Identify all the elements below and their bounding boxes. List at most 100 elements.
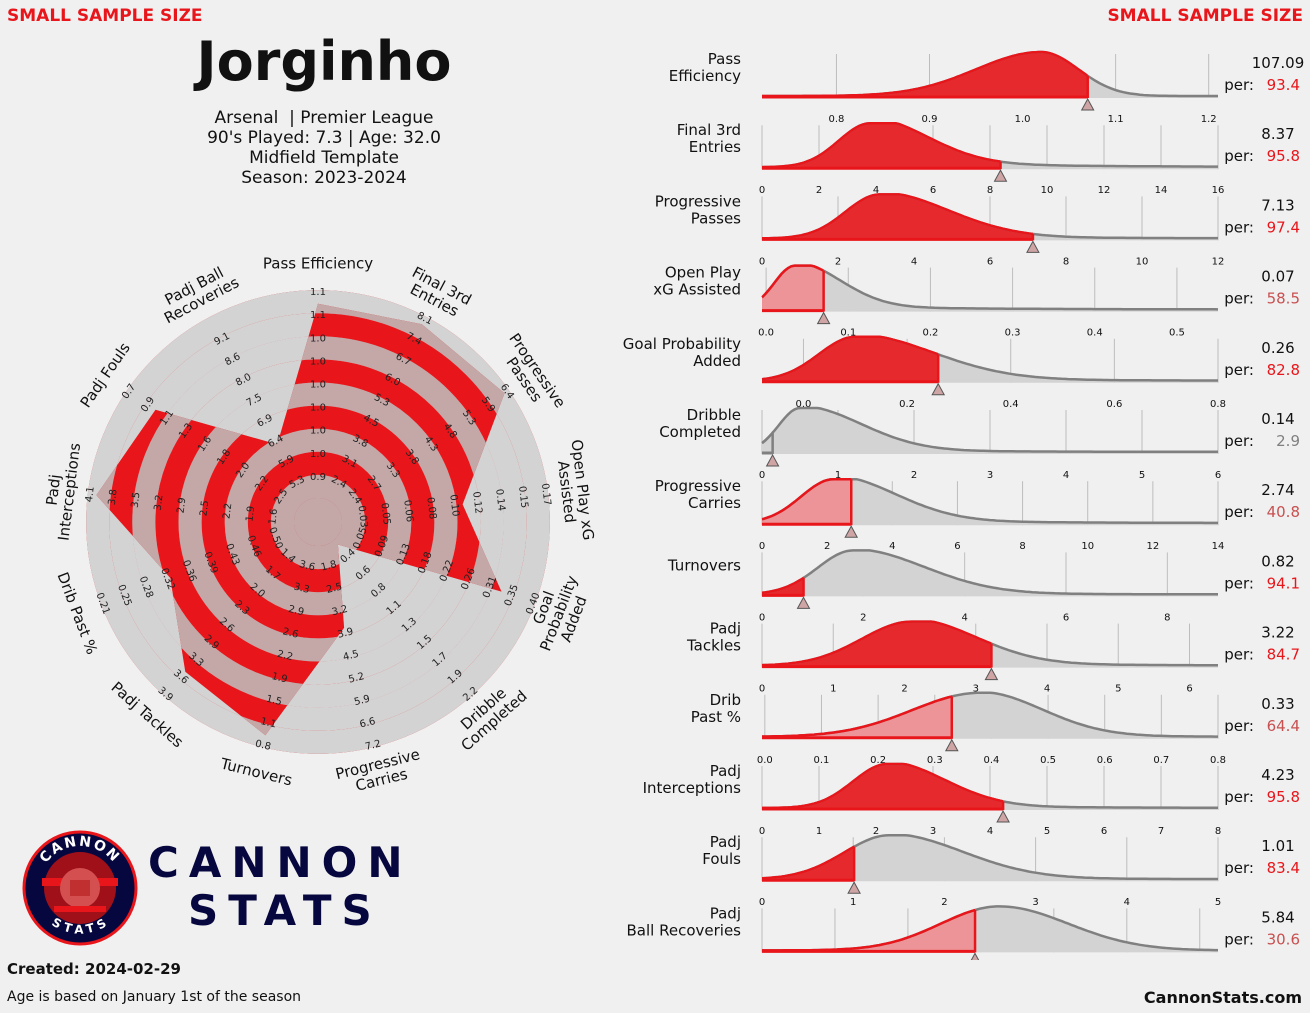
radar-tick-label: 1.0	[310, 426, 326, 437]
x-tick-label: 1.2	[1201, 114, 1217, 125]
density-area-filled	[762, 432, 773, 454]
metric-label: Progressive Carries	[655, 477, 741, 512]
radar-tick-label: 2.5	[325, 581, 343, 595]
radar-tick-label: 0.15	[516, 485, 530, 508]
x-tick-label: 0.8	[1210, 755, 1226, 766]
x-tick-label: 0.3	[927, 755, 943, 766]
value-marker-triangle	[931, 382, 946, 396]
x-tick-label: 8	[1215, 826, 1221, 837]
density-line-highlight	[762, 908, 976, 952]
player-name: Jorginho	[196, 30, 452, 93]
x-tick-label: 1	[830, 684, 836, 695]
x-tick-label: 0	[759, 185, 765, 196]
radar-tick-label: 3.8	[107, 489, 120, 506]
x-tick-label: 16	[1212, 185, 1225, 196]
metric-value: 0.26	[1261, 339, 1294, 357]
team-league-line: Arsenal | Premier League	[214, 108, 434, 128]
x-tick-label: 6	[1101, 826, 1107, 837]
svg-text:STATS: STATS	[50, 915, 111, 937]
x-tick-label: 4	[1063, 470, 1069, 481]
x-tick-label: 6	[987, 256, 993, 267]
x-tick-label: 0.3	[1005, 328, 1021, 339]
season-line: Season: 2023-2024	[241, 168, 407, 188]
density-area-filled	[762, 336, 939, 383]
percentile-value: 95.8	[1267, 788, 1300, 806]
x-tick-label: 12	[1212, 256, 1225, 267]
x-tick-label: 6	[1186, 684, 1192, 695]
density-area-filled	[762, 194, 1033, 241]
density-line-highlight	[762, 193, 1033, 240]
value-marker-triangle	[984, 667, 999, 681]
percentile-value: 30.6	[1267, 930, 1300, 948]
density-area	[762, 408, 1218, 454]
x-tick-label: 0.2	[899, 399, 915, 410]
radar-tick-label: 1.5	[265, 694, 283, 708]
density-area	[762, 265, 1218, 312]
x-tick-label: 1	[835, 470, 841, 481]
density-line-highlight	[762, 845, 855, 880]
x-tick-label: 0.6	[1097, 755, 1113, 766]
metric-row: 0 2 4 6 8 Turnovers 0.82 per: 94.1	[667, 549, 1300, 623]
metric-value: 1.01	[1261, 837, 1294, 855]
radar-tick-label: 4.1	[84, 486, 97, 503]
percentile-value: 95.8	[1267, 147, 1300, 165]
x-tick-label: 4	[1124, 897, 1130, 908]
radar-tick-label: 1.0	[310, 333, 326, 344]
x-tick-label: 6	[1215, 470, 1221, 481]
radar-tick-label: 3.2	[153, 494, 166, 511]
radar-axis-label: Drib Past %	[54, 570, 102, 657]
metric-row: 0 1 2 3 4 5 6 Dribble Completed 0.14 per: 2.9	[659, 406, 1300, 481]
x-tick-label: 5	[1044, 826, 1050, 837]
logo-text-cannon: CANNON	[148, 838, 413, 887]
density-area	[762, 906, 1218, 953]
x-tick-label: 4	[1044, 684, 1050, 695]
metric-label: Progressive Passes	[655, 192, 741, 227]
percentile-value: 84.7	[1267, 646, 1300, 664]
x-tick-label: 0.2	[922, 328, 938, 339]
x-tick-label: 0.1	[840, 328, 856, 339]
density-line	[761, 406, 1218, 454]
radar-tick-label: 5.2	[347, 671, 365, 685]
radar-axis-label: Pass Efficiency	[263, 255, 373, 273]
player-info: Arsenal | Premier League 90's Played: 7.…	[0, 108, 648, 188]
cannon-badge-icon: CANNON STATS	[22, 830, 138, 946]
age-note: Age is based on January 1st of the seaso…	[7, 989, 302, 1005]
radar-axis-label: Open Play xGAssisted	[552, 438, 598, 543]
metric-label: Padj Tackles	[686, 620, 741, 655]
percentile-value: 40.8	[1267, 503, 1300, 521]
metric-value: 0.82	[1261, 552, 1294, 570]
x-tick-label: 10	[1081, 541, 1094, 552]
radar-tick-label: 0.8	[254, 738, 272, 752]
x-tick-label: 10	[1136, 256, 1149, 267]
x-tick-label: 2	[911, 470, 917, 481]
radar-axis-label: PadjInterceptions	[39, 440, 85, 542]
density-area	[762, 835, 1218, 882]
percentile-value: 64.4	[1267, 717, 1300, 735]
metric-value: 0.33	[1261, 695, 1294, 713]
metric-row: 0 2 4 6 8 10 12 14 Progressive Carries 2.74 per: 40.…	[655, 477, 1300, 552]
percentile-label: per:	[1224, 290, 1254, 308]
value-marker-triangle	[1080, 97, 1095, 111]
percentile-label: per:	[1224, 788, 1254, 806]
percentile-label: per:	[1224, 503, 1254, 521]
x-tick-label: 12	[1146, 541, 1159, 552]
x-tick-label: 0	[759, 684, 765, 695]
radar-ring-inside	[201, 405, 435, 639]
x-tick-label: 0	[759, 256, 765, 267]
x-tick-label: 0.5	[1040, 755, 1056, 766]
x-tick-label: 1	[850, 897, 856, 908]
density-area	[762, 550, 1218, 597]
metric-value: 2.74	[1261, 481, 1294, 499]
x-tick-label: 4	[961, 612, 967, 623]
x-tick-label: 2	[816, 185, 822, 196]
radar-tick-label: 1.8	[320, 559, 338, 573]
percentile-value: 94.1	[1267, 574, 1300, 592]
x-tick-label: 0.1	[814, 755, 830, 766]
small-sample-warning-right: SMALL SAMPLE SIZE	[1107, 6, 1303, 26]
value-marker-triangle	[765, 453, 780, 467]
metric-row: 0 2 4 6 8 10 12 Progressive Passes 7.13 per: 97.4	[655, 192, 1300, 267]
density-area-filled	[762, 621, 992, 668]
x-tick-label: 3	[987, 470, 993, 481]
x-tick-label: 6	[954, 541, 960, 552]
